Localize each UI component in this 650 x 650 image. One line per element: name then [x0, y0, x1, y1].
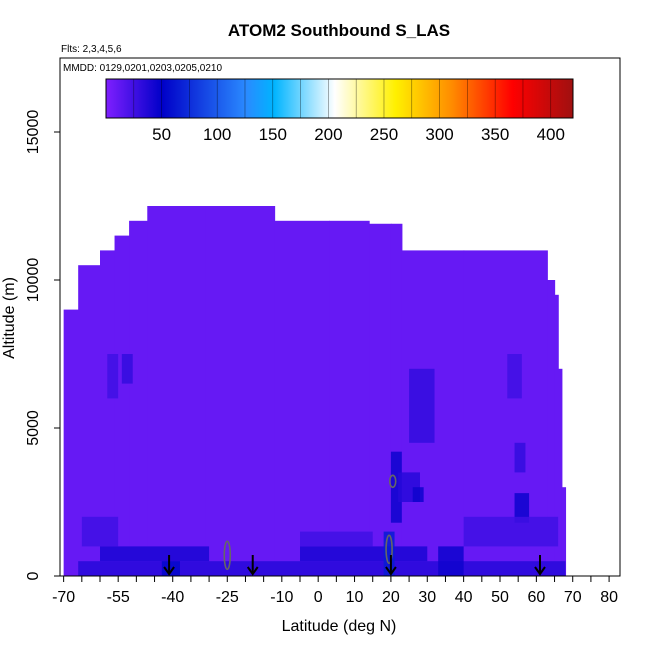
heatmap-column	[547, 280, 556, 576]
y-tick-label: 5000	[25, 410, 42, 446]
x-tick-label: 70	[564, 589, 582, 606]
heatmap-cell	[438, 546, 464, 576]
heatmap-cells	[63, 206, 567, 577]
heatmap-column	[558, 368, 563, 576]
flight-arrow-head	[385, 566, 397, 576]
x-tick-label: 40	[455, 589, 473, 606]
heatmap-cell	[412, 487, 424, 502]
colorbar-tick-label: 50	[152, 125, 171, 144]
heatmap-column	[561, 487, 567, 576]
x-tick-label: -25	[216, 589, 239, 606]
flight-arrows	[163, 555, 546, 576]
colorbar-tick-label: 100	[203, 125, 231, 144]
axes: -70 -55 -40 -25 -10 0 10 20 30 40 50 60 70 80 0 5000 100…	[25, 110, 618, 606]
colorbar-tick-label: 150	[259, 125, 287, 144]
x-tick-label: -55	[107, 589, 130, 606]
x-tick-label: -40	[161, 589, 184, 606]
colorbar-tick-label: 350	[481, 125, 509, 144]
flight-arrow-head	[534, 566, 546, 576]
chart-title: ATOM2 Southbound S_LAS	[228, 21, 450, 40]
heatmap-column	[369, 223, 392, 576]
colorbar: 50 100 150 200 250 300 350 400	[105, 78, 574, 144]
contour-line	[388, 474, 397, 489]
x-tick-label: 30	[418, 589, 436, 606]
heatmap-column	[329, 220, 370, 577]
x-tick-label: 20	[382, 589, 400, 606]
heatmap-cell	[409, 368, 435, 443]
y-axis-label: Altitude (m)	[1, 277, 18, 359]
heatmap-cell	[300, 546, 428, 562]
heatmap-column	[114, 235, 130, 576]
heatmap-cell	[100, 546, 210, 562]
heatmap-column	[554, 294, 559, 576]
heatmap-cell	[78, 561, 566, 576]
heatmap-column	[129, 220, 148, 577]
heatmap-cell	[107, 354, 119, 399]
flights-label: Flts: 2,3,4,5,6	[61, 44, 122, 55]
heatmap-column	[78, 265, 101, 576]
heatmap-column	[390, 223, 403, 576]
y-tick-label: 15000	[25, 110, 42, 155]
x-tick-label: 60	[527, 589, 545, 606]
x-tick-label: 50	[491, 589, 509, 606]
heatmap-column	[100, 250, 116, 576]
x-tick-label: 0	[314, 589, 323, 606]
heatmap-cell	[390, 451, 402, 523]
heatmap-cell	[383, 531, 395, 576]
heatmap-column	[205, 206, 276, 576]
x-tick-label: 10	[346, 589, 364, 606]
flight-arrow-head	[163, 566, 175, 576]
heatmap-cell	[514, 493, 530, 523]
x-tick-label: 80	[600, 589, 618, 606]
heatmap-column	[147, 206, 207, 576]
y-tick-label: 0	[25, 571, 42, 580]
heatmap-cell	[121, 354, 133, 384]
heatmap-cell	[514, 442, 526, 473]
colorbar-tick-label: 400	[537, 125, 565, 144]
x-tick-label: -70	[52, 589, 75, 606]
plot-frame	[59, 57, 621, 577]
x-tick-label: -10	[270, 589, 293, 606]
heatmap-cell	[507, 354, 522, 399]
colorbar-tick-label: 250	[370, 125, 398, 144]
contour-line	[223, 540, 232, 571]
heatmap-column	[63, 309, 79, 576]
dates-label: MMDD: 0129,0201,0203,0205,0210	[63, 63, 222, 74]
heatmap-cell	[463, 516, 559, 547]
x-axis-label: Latitude (deg N)	[282, 618, 397, 635]
colorbar-bar	[105, 78, 574, 119]
colorbar-tick-label: 200	[314, 125, 342, 144]
y-tick-label: 10000	[25, 258, 42, 303]
heatmap-column	[274, 220, 330, 577]
contour-line	[385, 534, 393, 565]
heatmap-cell	[161, 561, 180, 576]
colorbar-tick-label: 300	[425, 125, 453, 144]
flight-arrow-head	[246, 566, 259, 576]
heatmap-cell	[81, 516, 119, 547]
heatmap-cell	[300, 531, 373, 547]
contour-lines	[223, 474, 397, 571]
